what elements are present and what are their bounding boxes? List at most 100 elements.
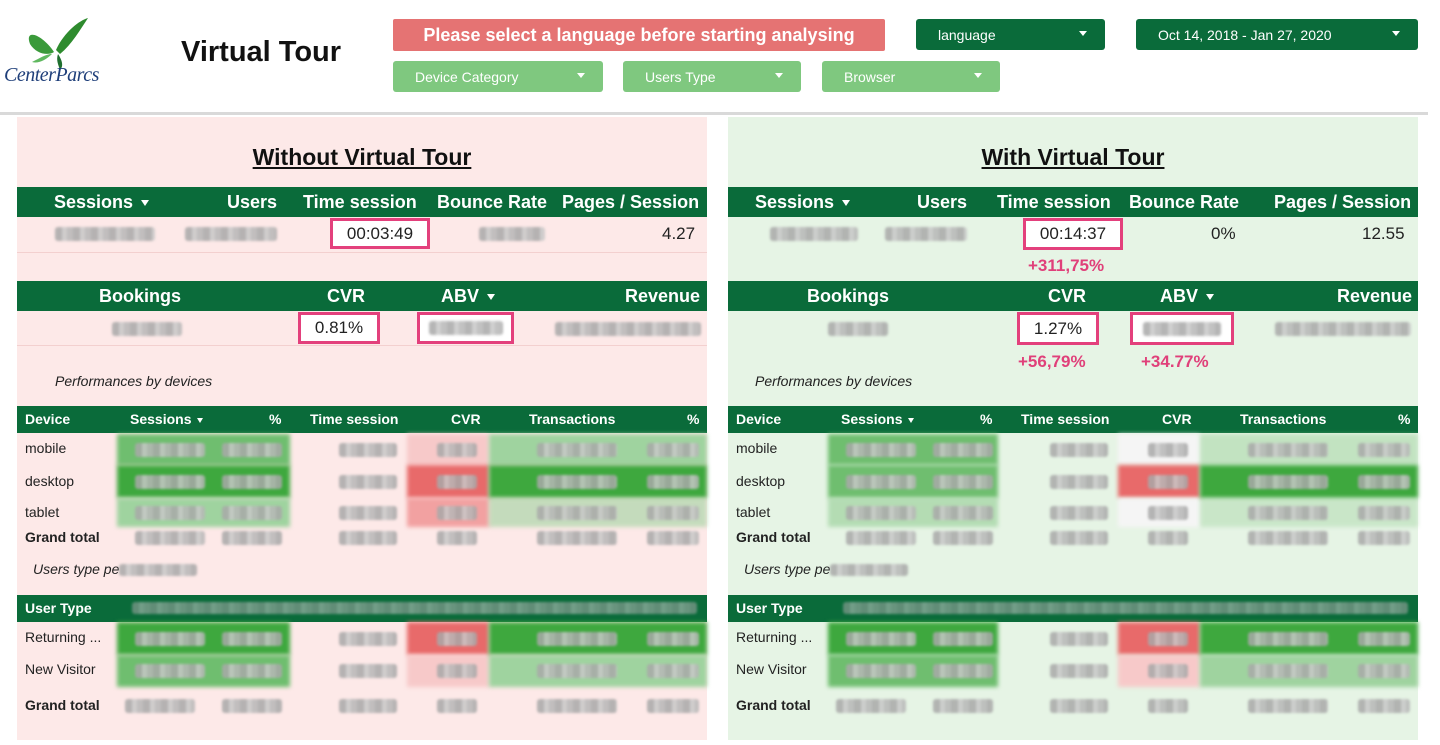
revenue-header: Revenue [1337,286,1413,306]
cvr-delta: +56,79% [1018,352,1086,371]
redacted-value [112,322,182,336]
kpi2-header-row: Bookings CVR ABV Revenue [17,281,707,311]
redacted-value [933,506,993,520]
redacted-value [537,632,617,646]
grand-total-label: Grand total [736,697,811,713]
redacted-value [1050,475,1108,489]
grand-total-label: Grand total [25,529,100,545]
redacted-value [1050,443,1108,457]
device-category-dropdown[interactable]: Device Category [393,61,603,92]
bookings-header: Bookings [807,286,890,306]
redacted-value [846,632,916,646]
redacted-value [339,664,397,678]
redacted-value [846,506,916,520]
abv-value-highlight [1130,312,1234,345]
time-session-header: Time session [303,192,417,212]
language-dropdown-label: language [938,26,996,43]
sort-desc-icon [197,417,204,423]
redacted-value [1050,531,1108,545]
cvr-col-header: CVR [1162,411,1192,427]
device-table-header: Device Sessions % Time session CVR Trans… [728,406,1418,433]
cvr-value: 0.81% [298,312,380,344]
pct2-col-header: % [687,411,700,427]
redacted-value [1050,664,1108,678]
cvr-value: 1.27% [1017,312,1099,345]
language-dropdown[interactable]: language [916,19,1105,50]
redacted-value [222,664,282,678]
time-session-header: Time session [997,192,1111,212]
browser-dropdown[interactable]: Browser [822,61,1000,92]
transactions-col-header: Transactions [529,411,616,427]
redacted-value [846,531,916,545]
redacted-value [1148,443,1188,457]
chevron-down-icon [577,73,585,78]
grand-total-label: Grand total [736,529,811,545]
redacted-value [222,506,282,520]
time-session-value: 00:03:49 [330,218,430,249]
panel-title: With Virtual Tour [981,144,1165,170]
page-title: Virtual Tour [181,36,342,68]
bounce-rate-header: Bounce Rate [1129,192,1240,212]
header-divider [0,112,1428,115]
devices-caption: Performances by devices [55,373,213,389]
redacted-value [1148,531,1188,545]
cvr-header: CVR [1048,286,1087,306]
redacted-value [933,664,993,678]
date-range-picker[interactable]: Oct 14, 2018 - Jan 27, 2020 [1136,19,1418,50]
sort-desc-icon [1206,294,1215,301]
sort-desc-icon [487,294,496,301]
panel-title: Without Virtual Tour [252,144,472,170]
row-divider [17,252,707,253]
redacted-value [1050,632,1108,646]
redacted-value [339,531,397,545]
sessions-header[interactable]: Sessions [755,192,851,213]
redacted-value [55,227,155,241]
redacted-value [1358,664,1410,678]
redacted-value [1050,506,1108,520]
redacted-value [1148,664,1188,678]
device-col-header: Device [736,411,782,427]
user-type-row-label: Returning ... [736,629,813,645]
redacted-value [222,475,282,489]
redacted-value [222,699,282,713]
pct2-col-header: % [1398,411,1411,427]
browser-label: Browser [844,68,896,85]
redacted-value [1248,506,1328,520]
time-session-value: 00:14:37 [1023,218,1123,250]
with-virtual-tour-panel: With Virtual Tour Sessions Users Time se… [728,117,1418,740]
redacted-value [135,632,205,646]
pages-session-value: 12.55 [1362,224,1405,243]
redacted-value [555,322,701,336]
revenue-header: Revenue [625,286,701,306]
pages-session-value: 4.27 [662,224,696,243]
devices-caption: Performances by devices [755,373,913,389]
abv-header[interactable]: ABV [441,286,496,307]
redacted-value [1248,699,1328,713]
abv-header[interactable]: ABV [1160,286,1215,307]
abv-value-highlight [417,312,514,344]
redacted-value [933,475,993,489]
redacted-value [428,321,503,335]
redacted-value [222,632,282,646]
redacted-value [437,443,477,457]
redacted-value [933,632,993,646]
redacted-value [437,531,477,545]
grand-total-label: Grand total [25,697,100,713]
abv-delta: +34.77% [1141,352,1209,371]
redacted-value [339,443,397,457]
sort-desc-icon [141,200,150,207]
date-range-label: Oct 14, 2018 - Jan 27, 2020 [1158,26,1332,43]
sessions-header[interactable]: Sessions [54,192,150,213]
redacted-value [537,475,617,489]
users-type-dropdown[interactable]: Users Type [623,61,801,92]
sessions-col-header[interactable]: Sessions [130,411,204,427]
redacted-value [135,531,205,545]
redacted-value [437,506,477,520]
redacted-value [339,506,397,520]
sessions-col-header[interactable]: Sessions [841,411,915,427]
redacted-header [843,602,1408,614]
time-session-col-header: Time session [1021,411,1110,427]
redacted-value [437,699,477,713]
bounce-rate-header: Bounce Rate [437,192,548,212]
cvr-col-header: CVR [451,411,481,427]
